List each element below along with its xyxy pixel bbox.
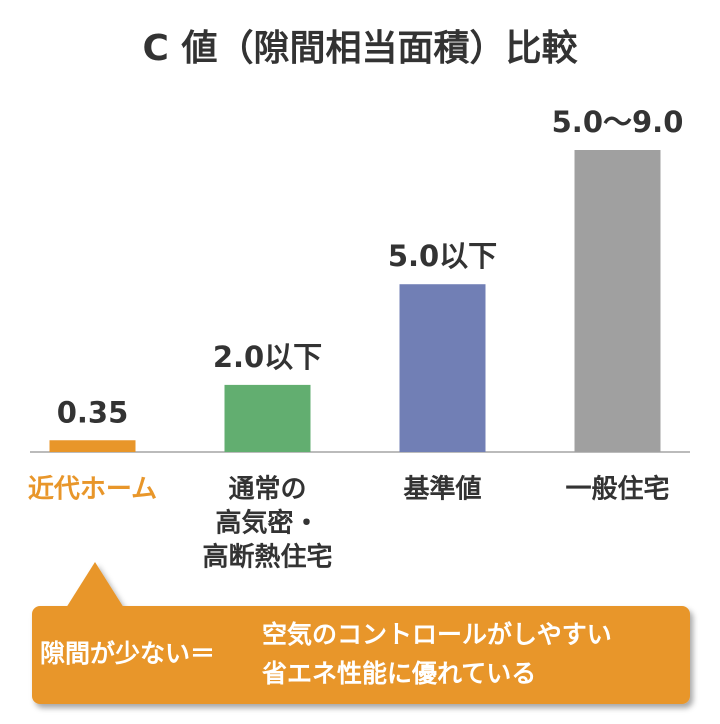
callout-label: 隙間が少ない＝ — [40, 639, 215, 668]
callout-box — [32, 606, 690, 704]
bar — [399, 284, 486, 452]
bar — [49, 440, 136, 452]
callout-line: 空気のコントロールがしやすい — [262, 620, 612, 649]
x-tick-label: 近代ホーム — [28, 475, 157, 505]
x-tick-label: 高断熱住宅 — [202, 542, 332, 573]
bar — [574, 150, 661, 452]
bar — [224, 384, 311, 452]
chart-title: C 値（隙間相当面積）比較 — [143, 28, 579, 69]
x-tick-label: 通常の — [228, 475, 306, 505]
callout — [32, 562, 690, 704]
callout-line: 省エネ性能に優れている — [261, 659, 536, 688]
value-label: 2.0以下 — [213, 340, 322, 374]
value-label: 0.35 — [57, 395, 129, 429]
callout-pointer — [66, 562, 124, 608]
x-tick-label: 一般住宅 — [565, 474, 669, 505]
value-label: 5.0以下 — [388, 239, 497, 273]
x-tick-label: 基準値 — [403, 474, 481, 505]
value-label: 5.0～9.0 — [552, 105, 684, 139]
x-tick-label: 高気密・ — [215, 508, 319, 539]
